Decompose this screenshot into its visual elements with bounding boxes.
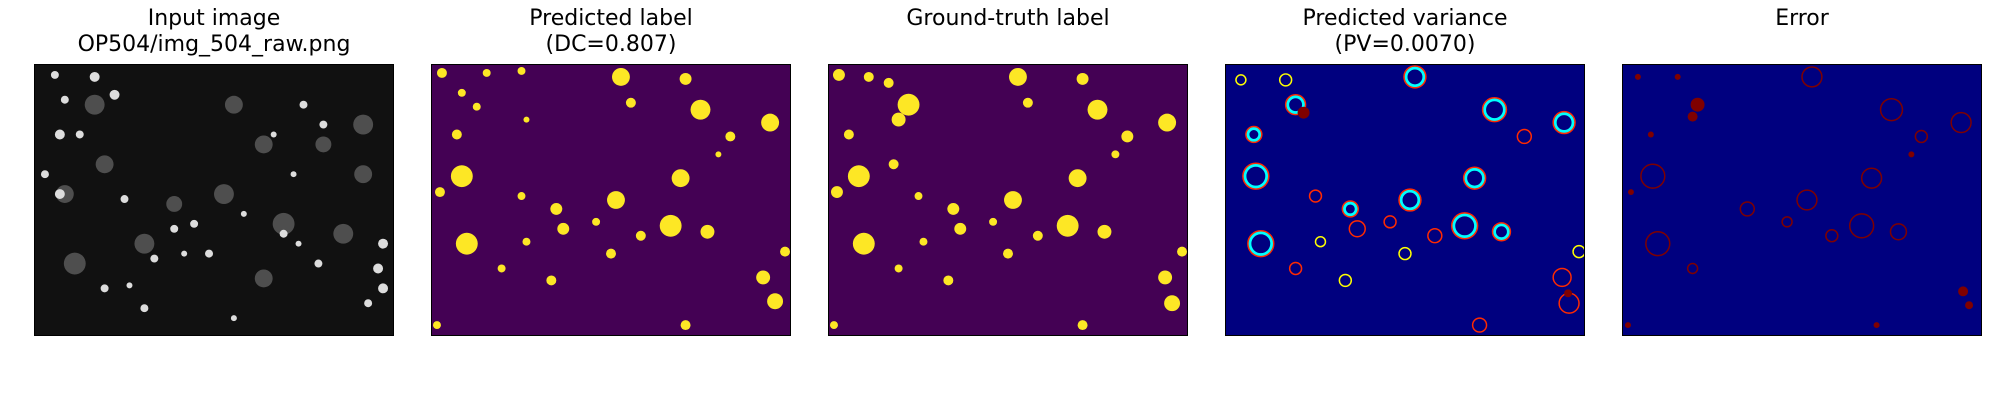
- binary-label-map: [829, 65, 1187, 335]
- predicted-variance-map: [1225, 64, 1585, 336]
- ground-truth-label-map: [828, 64, 1188, 336]
- error-map-image: [1623, 65, 1981, 335]
- panel-title: Predicted variance (PV=0.0070): [1225, 6, 1585, 58]
- predicted-variance-panel: Predicted variance (PV=0.0070): [1225, 0, 1585, 340]
- panel-title: Ground-truth label: [828, 6, 1188, 32]
- grayscale-nuclei-image: [35, 65, 393, 335]
- title-line-1: Predicted variance: [1302, 6, 1508, 31]
- error-map: [1622, 64, 1982, 336]
- title-line-2: (DC=0.807): [545, 32, 677, 57]
- title-line-2: (PV=0.0070): [1334, 32, 1476, 57]
- title-line-2: Error: [1775, 6, 1829, 31]
- panel-title: Input image OP504/img_504_raw.png: [34, 6, 394, 58]
- predicted-label-map: [431, 64, 791, 336]
- input-image-panel: Input image OP504/img_504_raw.png: [34, 0, 394, 340]
- error-panel: Error: [1622, 0, 1982, 340]
- title-line-1: Predicted label: [529, 6, 693, 31]
- panel-title: Predicted label (DC=0.807): [431, 6, 791, 58]
- binary-label-map: [432, 65, 790, 335]
- title-line-1: Input image: [147, 6, 281, 31]
- input-image: [34, 64, 394, 336]
- title-line-2: Ground-truth label: [906, 6, 1110, 31]
- jet-variance-map: [1226, 65, 1584, 335]
- panel-title: Error: [1622, 6, 1982, 32]
- ground-truth-label-panel: Ground-truth label: [828, 0, 1188, 340]
- title-line-2: OP504/img_504_raw.png: [77, 32, 351, 57]
- predicted-label-panel: Predicted label (DC=0.807): [431, 0, 791, 340]
